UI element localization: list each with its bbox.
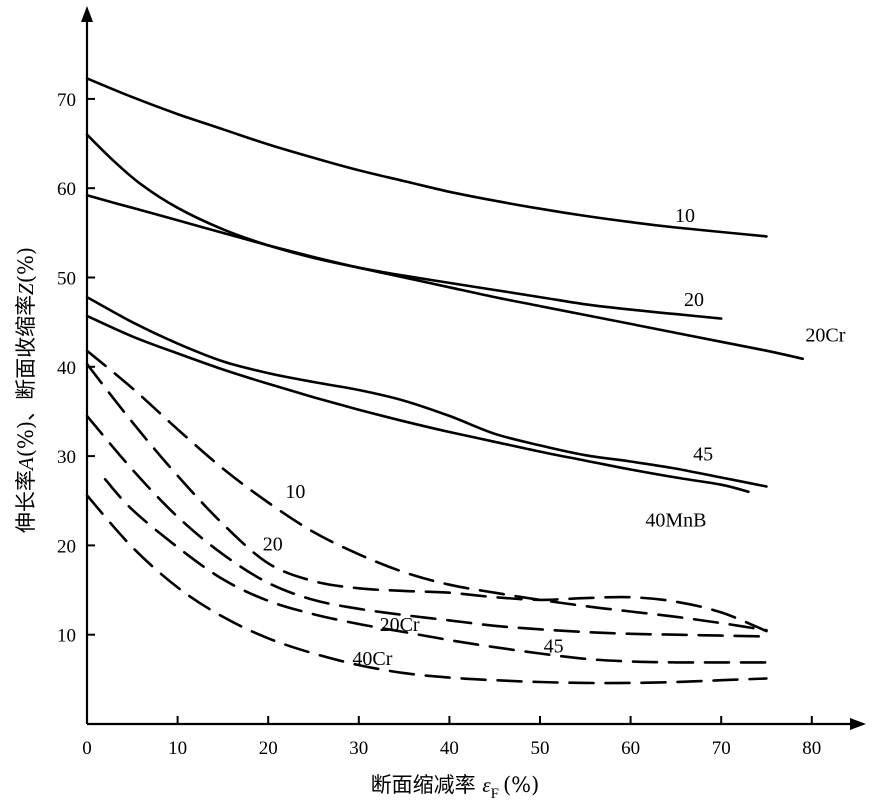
series-line-40mnb-solid (85, 314, 750, 494)
x-axis-title-unit: (%) (503, 773, 539, 797)
series-line-20cr-dashed (85, 414, 768, 638)
x-axis-title-sub: F (491, 786, 499, 802)
y-axis-title-mid: (%)、断面收缩率 (14, 295, 38, 457)
y-axis-title-a-symbol: A (14, 457, 38, 472)
x-tick-label: 10 (168, 738, 187, 759)
x-tick-label: 40 (440, 738, 459, 759)
series-label-20cr-dashed: 20Cr (380, 614, 420, 636)
y-axis-arrow (81, 6, 93, 22)
x-tick-label: 70 (712, 738, 731, 759)
y-tick-label: 60 (57, 179, 76, 200)
x-axis-arrow (850, 718, 866, 730)
series-label-20-dashed: 20 (263, 534, 283, 556)
x-axis-title-symbol: ε (482, 773, 491, 797)
y-tick-label: 20 (57, 536, 76, 557)
y-tick-label: 70 (57, 90, 76, 111)
series-line-40cr-dashed (85, 494, 768, 685)
x-tick-label: 50 (531, 738, 550, 759)
y-axis-title-end: (%) (14, 247, 38, 283)
series-label-10-dashed: 10 (285, 481, 305, 503)
y-axis-title: 伸长率A(%)、断面收缩率Z(%) (14, 247, 38, 533)
series-line-45-dashed (103, 478, 768, 664)
series-label-45-dashed: 45 (544, 635, 564, 657)
y-tick-label: 30 (57, 447, 76, 468)
series-label-45-solid: 45 (693, 443, 713, 465)
series-label-40mnb-solid: 40MnB (645, 510, 706, 532)
y-tick-label: 40 (57, 358, 76, 379)
y-axis-title-a: 伸长率 (14, 470, 38, 533)
x-ticks: 0 10 20 30 40 50 60 70 80 (82, 716, 821, 759)
axes (81, 6, 866, 730)
series-label-20-solid: 20 (684, 289, 704, 311)
series-label-20cr-solid: 20Cr (805, 325, 845, 347)
series-group (85, 77, 804, 685)
series-line-10-solid (85, 77, 768, 238)
x-tick-label: 30 (349, 738, 368, 759)
x-axis-title: 断面缩减率 εF (%) (371, 773, 540, 802)
series-label-40cr-dashed: 40Cr (352, 648, 392, 670)
series-line-10-dashed (85, 349, 768, 632)
x-tick-label: 80 (802, 738, 821, 759)
x-tick-label: 60 (621, 738, 640, 759)
y-tick-label: 50 (57, 269, 76, 290)
x-axis-title-text: 断面缩减率 (371, 773, 483, 797)
series-line-20cr-solid (85, 194, 804, 361)
series-line-20-solid (85, 133, 723, 320)
y-axis-title-z-symbol: Z (14, 283, 38, 295)
y-tick-label: 10 (57, 626, 76, 647)
y-ticks: 10 20 30 40 50 60 70 (57, 90, 95, 647)
x-tick-label: 20 (259, 738, 278, 759)
x-tick-label: 0 (82, 738, 92, 759)
series-label-10-solid: 10 (675, 205, 695, 227)
series-line-45-solid (85, 295, 768, 488)
series-line-20-dashed (85, 362, 768, 633)
series-labels: 10 20 20Cr 45 40MnB 10 20 20Cr 45 40Cr (263, 205, 846, 670)
